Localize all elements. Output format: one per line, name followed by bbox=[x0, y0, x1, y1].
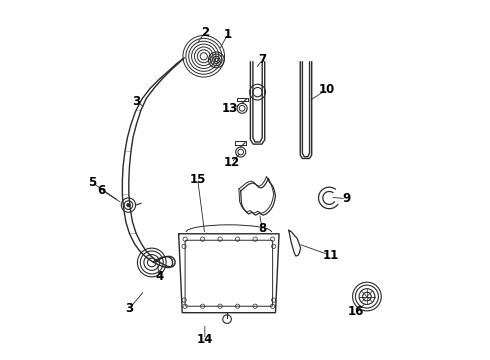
Text: 3: 3 bbox=[125, 302, 134, 315]
Text: 12: 12 bbox=[223, 156, 240, 169]
Text: 16: 16 bbox=[348, 306, 365, 319]
Circle shape bbox=[126, 203, 130, 207]
Text: 15: 15 bbox=[190, 173, 206, 186]
Text: 8: 8 bbox=[258, 222, 267, 235]
Text: 13: 13 bbox=[222, 103, 238, 116]
Text: 14: 14 bbox=[196, 333, 213, 346]
Text: 6: 6 bbox=[98, 184, 106, 197]
Text: 5: 5 bbox=[89, 176, 97, 189]
Text: 11: 11 bbox=[322, 249, 339, 262]
Text: 9: 9 bbox=[342, 192, 350, 205]
Text: 1: 1 bbox=[224, 28, 232, 41]
Text: 7: 7 bbox=[258, 53, 266, 66]
Text: 10: 10 bbox=[318, 83, 335, 96]
Text: 4: 4 bbox=[155, 270, 164, 283]
Text: 3: 3 bbox=[133, 95, 141, 108]
Text: 2: 2 bbox=[201, 26, 209, 39]
